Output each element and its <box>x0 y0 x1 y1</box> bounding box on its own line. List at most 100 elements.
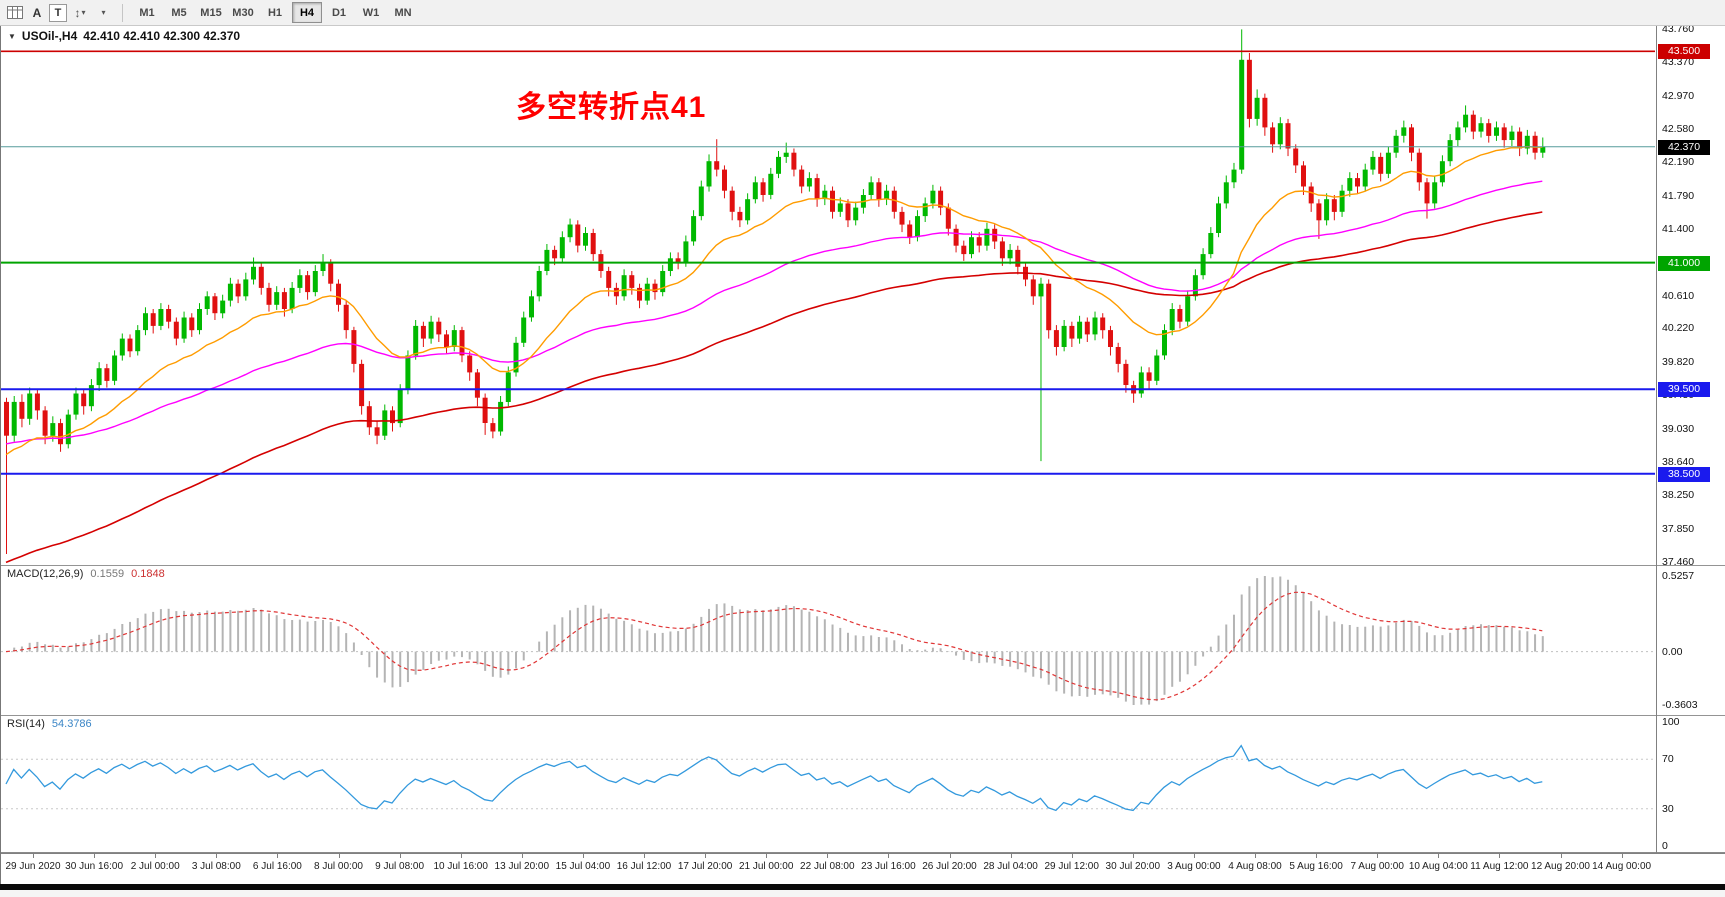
price-badge: 38.500 <box>1658 466 1710 482</box>
time-axis-tick <box>827 854 829 858</box>
macd-name: MACD(12,26,9) <box>7 568 84 580</box>
time-axis-label: 9 Jul 08:00 <box>375 861 425 872</box>
macd-axis-label: 0.5257 <box>1662 570 1695 582</box>
time-axis-tick <box>1316 854 1318 858</box>
main-chart-canvas[interactable] <box>1 26 1725 565</box>
time-axis-label: 16 Jul 12:00 <box>616 861 672 872</box>
time-axis-tick <box>1560 854 1562 858</box>
time-axis-tick <box>1071 854 1073 858</box>
macd-axis[interactable]: 0.5257 0.00 -0.3603 <box>1657 566 1725 715</box>
time-axis-tick <box>1193 854 1195 858</box>
chart-title: ▼ USOil-,H4 42.410 42.410 42.300 42.370 <box>8 29 240 43</box>
price-axis-label: 37.850 <box>1662 522 1695 535</box>
time-axis-tick <box>1255 854 1256 858</box>
rsi-label: RSI(14) 54.3786 <box>7 718 92 730</box>
rsi-axis-label: 30 <box>1662 802 1674 815</box>
price-axis-label: 42.190 <box>1662 156 1695 169</box>
time-axis-label: 28 Jul 04:00 <box>983 861 1038 872</box>
time-axis-tick <box>216 854 218 858</box>
macd-label: MACD(12,26,9) 0.1559 0.1848 <box>7 568 165 580</box>
time-axis-label: 10 Jul 16:00 <box>433 861 488 872</box>
time-axis-label: 6 Jul 16:00 <box>252 861 302 872</box>
time-axis-label: 12 Aug 20:00 <box>1531 861 1590 872</box>
ohlc-readout: 42.410 42.410 42.300 42.370 <box>83 29 241 43</box>
price-axis-label: 40.220 <box>1662 322 1695 335</box>
dropdown-caret-icon[interactable]: ▾ <box>93 3 113 23</box>
collapse-triangle-icon[interactable]: ▼ <box>8 31 16 41</box>
price-axis-label: 39.820 <box>1662 356 1695 369</box>
toolbar: A T ↕ ▾ ▾ M1 M5 M15 M30 H1 H4 D1 W1 MN <box>0 0 1725 26</box>
price-axis-label: 39.030 <box>1662 422 1695 435</box>
time-axis-tick <box>338 854 340 858</box>
timeframe-h1-button[interactable]: H1 <box>267 6 283 19</box>
time-axis-tick <box>766 854 768 858</box>
time-axis-label: 15 Jul 04:00 <box>555 861 611 872</box>
time-axis-label: 13 Jul 20:00 <box>494 861 550 872</box>
time-axis-label: 3 Jul 08:00 <box>191 861 241 872</box>
time-axis-label: 11 Aug 12:00 <box>1470 861 1529 872</box>
annotation-a-button[interactable]: A <box>32 5 42 20</box>
timeframe-w1-button[interactable]: W1 <box>362 6 380 19</box>
time-axis-tick <box>582 854 584 858</box>
time-axis-label: 29 Jun 2020 <box>5 861 61 872</box>
updown-arrows-icon: ↕ <box>74 5 81 20</box>
time-axis-tick <box>33 854 34 858</box>
time-axis-tick <box>1438 854 1440 858</box>
price-axis-label: 40.610 <box>1662 289 1695 302</box>
time-axis-label: 23 Jul 16:00 <box>861 861 916 872</box>
time-axis-tick <box>1621 854 1623 858</box>
timeframe-m5-button[interactable]: M5 <box>171 6 187 19</box>
time-axis-tick <box>644 854 645 858</box>
chart-grid-icon[interactable] <box>5 3 25 23</box>
rsi-canvas[interactable] <box>1 716 1725 852</box>
time-axis-label: 30 Jul 20:00 <box>1105 861 1161 872</box>
time-axis-tick <box>94 854 96 858</box>
timeframe-m30-button[interactable]: M30 <box>232 6 254 19</box>
price-axis-label: 42.580 <box>1662 123 1695 136</box>
time-axis-tick <box>1499 854 1501 858</box>
time-axis[interactable]: 29 Jun 2020 30 Jun 16:00 2 Jul 00:00 3 Jul … <box>1 853 1725 885</box>
timeframe-d1-button[interactable]: D1 <box>331 6 347 19</box>
price-axis-label: 38.640 <box>1662 455 1695 468</box>
cursor-arrows-icon[interactable]: ↕ ▾ <box>70 3 90 23</box>
symbol-timeframe-label: USOil-,H4 <box>21 29 78 43</box>
time-axis-tick <box>705 854 707 858</box>
time-axis-label: 5 Aug 16:00 <box>1289 861 1343 872</box>
price-axis-label: 38.250 <box>1662 488 1695 501</box>
chevron-down-icon: ▾ <box>81 8 86 17</box>
time-axis-tick <box>399 854 401 858</box>
time-axis-label: 14 Aug 00:00 <box>1592 861 1652 872</box>
time-axis-label: 29 Jul 12:00 <box>1044 861 1099 872</box>
price-axis[interactable]: 43.760 43.370 42.970 42.580 42.190 41.790 41.4… <box>1657 23 1725 568</box>
timeframe-bar: M1 M5 M15 M30 H1 H4 D1 W1 MN <box>132 2 418 23</box>
price-badge: 41.000 <box>1658 255 1710 271</box>
price-badge: 43.500 <box>1658 44 1710 60</box>
time-axis-label: 10 Aug 04:00 <box>1408 861 1468 872</box>
price-badge: 42.370 <box>1658 139 1710 155</box>
window-bottom-margin <box>0 890 1725 897</box>
main-chart-panel[interactable]: ▼ USOil-,H4 42.410 42.410 42.300 42.370 … <box>1 23 1725 568</box>
time-axis-tick <box>1132 854 1134 858</box>
timeframe-m1-button[interactable]: M1 <box>139 6 155 19</box>
text-tool-button[interactable]: T <box>49 3 67 22</box>
macd-panel[interactable]: MACD(12,26,9) 0.1559 0.1848 0.5257 0.00 -0… <box>1 566 1725 716</box>
time-axis-label: 3 Aug 00:00 <box>1167 861 1221 872</box>
window-bottom-edge <box>0 884 1725 890</box>
time-axis-label: 22 Jul 08:00 <box>800 861 855 872</box>
rsi-axis-label: 100 <box>1662 716 1680 728</box>
rsi-axis[interactable]: 100 70 30 0 <box>1657 716 1725 852</box>
axis-separator-line <box>1656 26 1657 853</box>
timeframe-m15-button[interactable]: M15 <box>200 6 222 19</box>
macd-axis-label: -0.3603 <box>1662 699 1698 711</box>
timeframe-h4-button[interactable]: H4 <box>292 2 322 23</box>
rsi-panel[interactable]: RSI(14) 54.3786 100 70 30 0 <box>1 716 1725 853</box>
toolbar-separator <box>122 3 123 22</box>
time-axis-label: 30 Jun 16:00 <box>65 861 124 872</box>
macd-canvas[interactable] <box>1 566 1725 715</box>
time-axis-tick <box>277 854 279 858</box>
chart-window: ▼ USOil-,H4 42.410 42.410 42.300 42.370 … <box>0 23 1725 885</box>
time-axis-label: 21 Jul 00:00 <box>738 861 794 872</box>
timeframe-mn-button[interactable]: MN <box>394 6 412 19</box>
time-axis-tick <box>155 854 157 858</box>
rsi-axis-label: 0 <box>1662 840 1668 852</box>
